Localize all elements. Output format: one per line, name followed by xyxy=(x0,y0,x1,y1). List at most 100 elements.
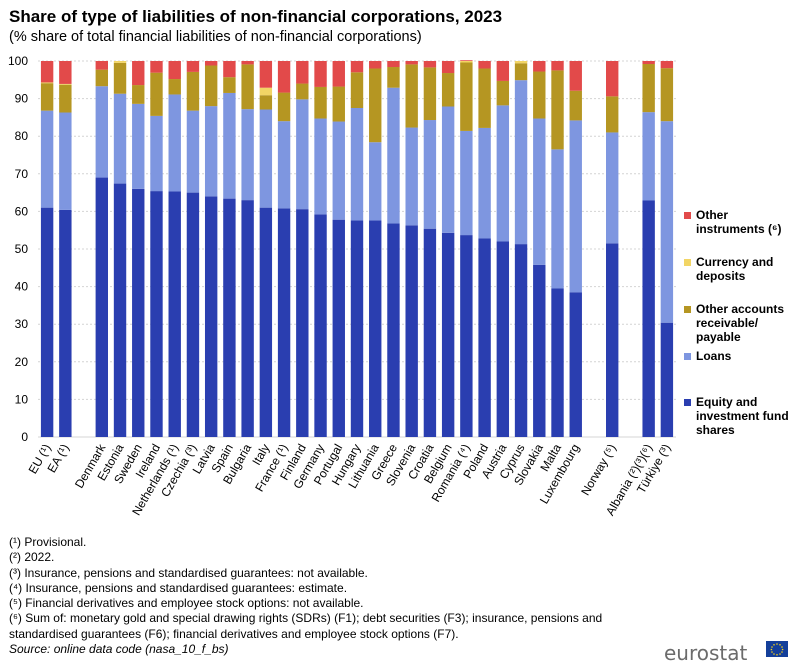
bar-segment[interactable] xyxy=(204,196,218,437)
bar-segment[interactable] xyxy=(514,80,528,245)
bar-segment[interactable] xyxy=(113,61,127,63)
bar-segment[interactable] xyxy=(551,288,564,437)
bar-segment[interactable] xyxy=(332,61,345,87)
bar-segment[interactable] xyxy=(606,61,619,97)
bar-segment[interactable] xyxy=(332,219,345,437)
bar-segment[interactable] xyxy=(350,72,364,108)
bar-segment[interactable] xyxy=(569,292,582,437)
bar-segment[interactable] xyxy=(441,73,455,107)
bar-segment[interactable] xyxy=(496,105,510,242)
bar-segment[interactable] xyxy=(478,68,491,128)
bar-segment[interactable] xyxy=(259,61,273,88)
bar-segment[interactable] xyxy=(150,61,163,73)
bar-segment[interactable] xyxy=(40,83,54,111)
bar-segment[interactable] xyxy=(441,61,455,74)
bar-segment[interactable] xyxy=(423,67,437,121)
bar-segment[interactable] xyxy=(59,83,72,85)
bar-segment[interactable] xyxy=(186,192,200,437)
bar-segment[interactable] xyxy=(496,80,510,106)
bar-segment[interactable] xyxy=(460,60,473,61)
bar-segment[interactable] xyxy=(533,61,546,72)
bar-segment[interactable] xyxy=(40,207,54,437)
bar-segment[interactable] xyxy=(423,228,437,437)
bar-segment[interactable] xyxy=(150,72,163,116)
bar-segment[interactable] xyxy=(277,121,291,209)
bar-segment[interactable] xyxy=(332,121,345,220)
bar-segment[interactable] xyxy=(259,207,273,437)
bar-segment[interactable] xyxy=(660,121,674,323)
bar-segment[interactable] xyxy=(660,61,674,69)
bar-segment[interactable] xyxy=(660,68,674,122)
bar-segment[interactable] xyxy=(551,149,564,289)
bar-segment[interactable] xyxy=(423,61,437,68)
bar-segment[interactable] xyxy=(186,61,200,72)
bar-segment[interactable] xyxy=(186,71,200,111)
bar-segment[interactable] xyxy=(606,243,619,437)
bar-segment[interactable] xyxy=(204,65,218,107)
bar-segment[interactable] xyxy=(332,86,345,122)
bar-segment[interactable] xyxy=(241,64,254,110)
bar-segment[interactable] xyxy=(478,238,491,437)
bar-segment[interactable] xyxy=(132,103,145,189)
bar-segment[interactable] xyxy=(314,61,327,87)
bar-segment[interactable] xyxy=(642,61,655,65)
bar-segment[interactable] xyxy=(441,106,455,233)
bar-segment[interactable] xyxy=(405,64,418,128)
bar-segment[interactable] xyxy=(241,61,254,65)
bar-segment[interactable] xyxy=(642,112,655,201)
bar-segment[interactable] xyxy=(642,200,655,437)
bar-segment[interactable] xyxy=(460,235,473,437)
bar-segment[interactable] xyxy=(223,77,236,93)
bar-segment[interactable] xyxy=(369,68,382,143)
bar-segment[interactable] xyxy=(95,69,108,87)
bar-segment[interactable] xyxy=(204,106,218,197)
bar-segment[interactable] xyxy=(405,61,418,65)
bar-segment[interactable] xyxy=(241,109,254,201)
bar-segment[interactable] xyxy=(551,70,564,150)
bar-segment[interactable] xyxy=(40,110,54,208)
bar-segment[interactable] xyxy=(569,90,582,121)
bar-segment[interactable] xyxy=(95,86,108,178)
bar-segment[interactable] xyxy=(460,62,473,131)
bar-segment[interactable] xyxy=(277,61,291,93)
bar-segment[interactable] xyxy=(259,87,273,96)
bar-segment[interactable] xyxy=(168,79,181,95)
bar-segment[interactable] xyxy=(387,67,400,88)
bar-segment[interactable] xyxy=(514,63,528,81)
bar-segment[interactable] xyxy=(369,142,382,221)
bar-segment[interactable] xyxy=(606,96,619,133)
bar-segment[interactable] xyxy=(59,61,72,84)
bar-segment[interactable] xyxy=(59,84,72,113)
bar-segment[interactable] xyxy=(223,92,236,199)
bar-segment[interactable] xyxy=(423,120,437,229)
bar-segment[interactable] xyxy=(223,198,236,437)
bar-segment[interactable] xyxy=(514,61,528,64)
bar-segment[interactable] xyxy=(350,220,364,437)
bar-segment[interactable] xyxy=(369,220,382,437)
bar-segment[interactable] xyxy=(150,191,163,437)
bar-segment[interactable] xyxy=(95,177,108,437)
bar-segment[interactable] xyxy=(514,244,528,437)
bar-segment[interactable] xyxy=(113,93,127,184)
bar-segment[interactable] xyxy=(296,99,309,210)
bar-segment[interactable] xyxy=(387,61,400,68)
bar-segment[interactable] xyxy=(168,61,181,80)
bar-segment[interactable] xyxy=(660,322,674,437)
bar-segment[interactable] xyxy=(296,83,309,100)
bar-segment[interactable] xyxy=(259,95,273,110)
bar-segment[interactable] xyxy=(478,127,491,239)
bar-segment[interactable] xyxy=(40,61,54,83)
bar-segment[interactable] xyxy=(314,214,327,437)
bar-segment[interactable] xyxy=(277,92,291,122)
bar-segment[interactable] xyxy=(441,232,455,437)
bar-segment[interactable] xyxy=(132,61,145,86)
bar-segment[interactable] xyxy=(642,64,655,113)
bar-segment[interactable] xyxy=(350,108,364,221)
bar-segment[interactable] xyxy=(533,71,546,119)
bar-segment[interactable] xyxy=(350,61,364,73)
bar-segment[interactable] xyxy=(132,188,145,437)
bar-segment[interactable] xyxy=(569,61,582,91)
bar-segment[interactable] xyxy=(277,208,291,437)
bar-segment[interactable] xyxy=(186,110,200,193)
bar-segment[interactable] xyxy=(314,118,327,215)
